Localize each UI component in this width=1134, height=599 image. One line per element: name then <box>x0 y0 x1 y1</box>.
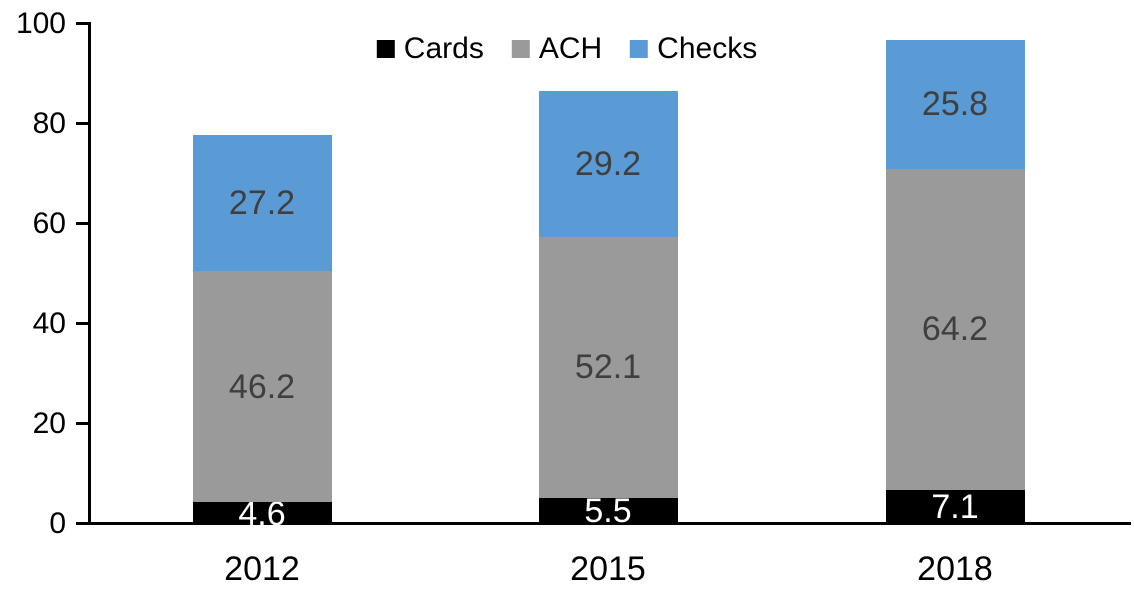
legend-swatch-ach-icon <box>511 40 530 58</box>
bar-segment-cards-2015: 5.5 <box>538 494 678 528</box>
bar-value-label: 52.1 <box>574 348 642 387</box>
bar-segment-checks-2015: 29.2 <box>538 91 678 237</box>
x-category-label: 2015 <box>570 550 646 588</box>
chart-legend: Cards ACH Checks <box>376 32 757 65</box>
bar-segment-cards-2018: 7.1 <box>885 488 1025 527</box>
legend-swatch-checks-icon <box>630 40 649 58</box>
legend-label: Checks <box>657 32 758 65</box>
bar-segment-cards-2012: 4.6 <box>192 497 332 531</box>
legend-label: Cards <box>403 32 484 65</box>
bar-value-label: 5.5 <box>584 492 632 531</box>
y-tick <box>76 22 91 25</box>
legend-item-cards: Cards <box>376 32 484 65</box>
y-axis <box>88 22 91 525</box>
y-tick <box>76 422 91 425</box>
y-tick <box>76 522 91 525</box>
y-tick-label: 40 <box>32 307 66 340</box>
bar-segment-ach-2012: 46.2 <box>192 271 332 502</box>
x-category-label: 2012 <box>224 550 300 588</box>
x-category-label: 2018 <box>917 550 993 588</box>
bar-value-label: 64.2 <box>921 310 989 348</box>
bar-value-label: 25.8 <box>921 85 989 123</box>
legend-label: ACH <box>538 32 603 65</box>
y-tick-label: 60 <box>32 207 66 240</box>
y-tick-label: 80 <box>32 107 66 140</box>
bar-segment-ach-2018: 64.2 <box>885 168 1025 490</box>
bar-value-label: 27.2 <box>228 184 296 222</box>
bar-value-label: 4.6 <box>238 494 286 533</box>
legend-item-ach: ACH <box>511 32 603 65</box>
legend-swatch-cards-icon <box>376 40 395 58</box>
y-tick <box>76 222 91 225</box>
y-tick-label: 0 <box>49 507 66 540</box>
y-tick-label: 20 <box>32 407 66 440</box>
y-tick-label: 100 <box>15 7 66 40</box>
bar-value-label: 46.2 <box>228 367 296 406</box>
legend-item-checks: Checks <box>630 34 757 64</box>
bar-value-label: 29.2 <box>574 145 642 183</box>
y-tick <box>76 122 91 125</box>
y-tick <box>76 322 91 325</box>
bar-value-label: 7.1 <box>931 488 979 527</box>
bar-segment-checks-2012: 27.2 <box>192 135 332 271</box>
bar-segment-checks-2018: 25.8 <box>885 39 1025 169</box>
bar-segment-ach-2015: 52.1 <box>538 237 678 498</box>
